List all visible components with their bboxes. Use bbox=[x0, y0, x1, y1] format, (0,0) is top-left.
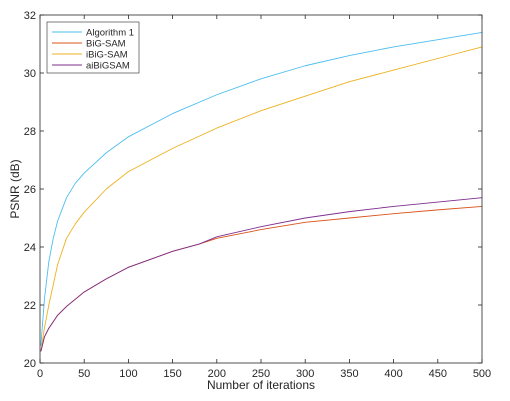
series-line-3 bbox=[40, 46, 483, 352]
x-tick-label: 500 bbox=[473, 368, 491, 380]
legend-label-3: iBiG-SAM bbox=[86, 50, 128, 61]
y-tick-label: 28 bbox=[24, 126, 36, 138]
y-tick-label: 30 bbox=[24, 68, 36, 80]
y-axis-ticks: 20 22 24 26 28 30 32 bbox=[24, 10, 482, 370]
x-tick-label: 200 bbox=[208, 368, 226, 380]
series-line-4 bbox=[40, 197, 483, 352]
x-tick-label: 150 bbox=[163, 368, 181, 380]
y-tick-label: 20 bbox=[24, 358, 36, 370]
x-tick-label: 0 bbox=[37, 368, 43, 380]
x-tick-label: 400 bbox=[384, 368, 402, 380]
x-tick-label: 250 bbox=[252, 368, 270, 380]
x-tick-label: 450 bbox=[429, 368, 447, 380]
legend-label-1: Algorithm 1 bbox=[86, 28, 134, 39]
x-tick-label: 100 bbox=[119, 368, 137, 380]
series-layer bbox=[40, 31, 483, 352]
x-tick-label: 350 bbox=[340, 368, 358, 380]
x-tick-label: 50 bbox=[78, 368, 90, 380]
y-axis-label: PSNR (dB) bbox=[8, 159, 22, 218]
x-tick-label: 300 bbox=[296, 368, 314, 380]
y-tick-label: 26 bbox=[24, 184, 36, 196]
y-tick-label: 24 bbox=[24, 242, 36, 254]
legend-label-4: aiBiGSAM bbox=[86, 61, 130, 72]
x-axis-ticks: 0 50 100 150 200 250 300 350 400 450 500 bbox=[37, 15, 491, 380]
legend-label-2: BiG-SAM bbox=[86, 39, 126, 50]
series-line-1 bbox=[40, 31, 483, 346]
x-axis-label: Number of iterations bbox=[207, 378, 315, 392]
y-tick-label: 22 bbox=[24, 300, 36, 312]
y-tick-label: 32 bbox=[24, 10, 36, 22]
